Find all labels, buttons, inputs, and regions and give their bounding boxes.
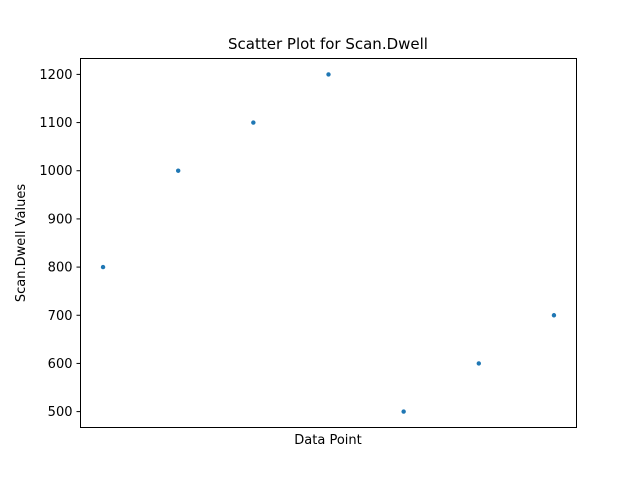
data-points [100, 72, 557, 414]
y-tick-label: 1100 [39, 116, 72, 131]
y-tick-label: 500 [48, 405, 73, 420]
data-point [476, 361, 482, 366]
data-point [401, 409, 406, 414]
chart-title: Scatter Plot for Scan.Dwell [228, 35, 428, 53]
plot-area-frame [80, 58, 577, 428]
y-tick-label: 900 [48, 212, 73, 227]
y-tick-label: 700 [48, 309, 73, 324]
data-point [551, 313, 557, 318]
y-tick-label: 800 [48, 261, 73, 276]
data-point [175, 168, 181, 173]
y-tick-label: 600 [48, 357, 73, 372]
data-point [251, 120, 256, 125]
y-axis-ticks: 500 600 700 800 900 1000 1100 1200 [39, 68, 81, 420]
data-point [326, 72, 331, 77]
y-tick-label: 1000 [39, 164, 72, 179]
y-axis-title: Scan.Dwell Values [14, 184, 29, 302]
x-axis-title: Data Point [294, 433, 361, 448]
data-point [100, 264, 106, 270]
y-tick-label: 1200 [39, 68, 72, 83]
